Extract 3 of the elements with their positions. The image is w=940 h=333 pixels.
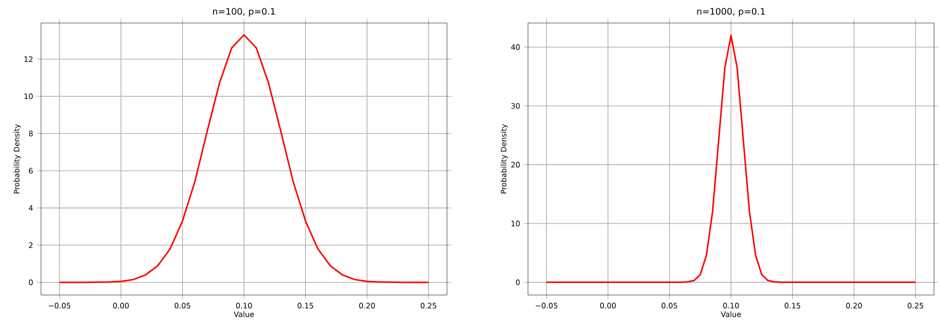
line-series [58, 34, 430, 284]
chart-title: n=1000, p=0.1 [697, 8, 765, 16]
chart-title: n=100, p=0.1 [213, 8, 275, 16]
